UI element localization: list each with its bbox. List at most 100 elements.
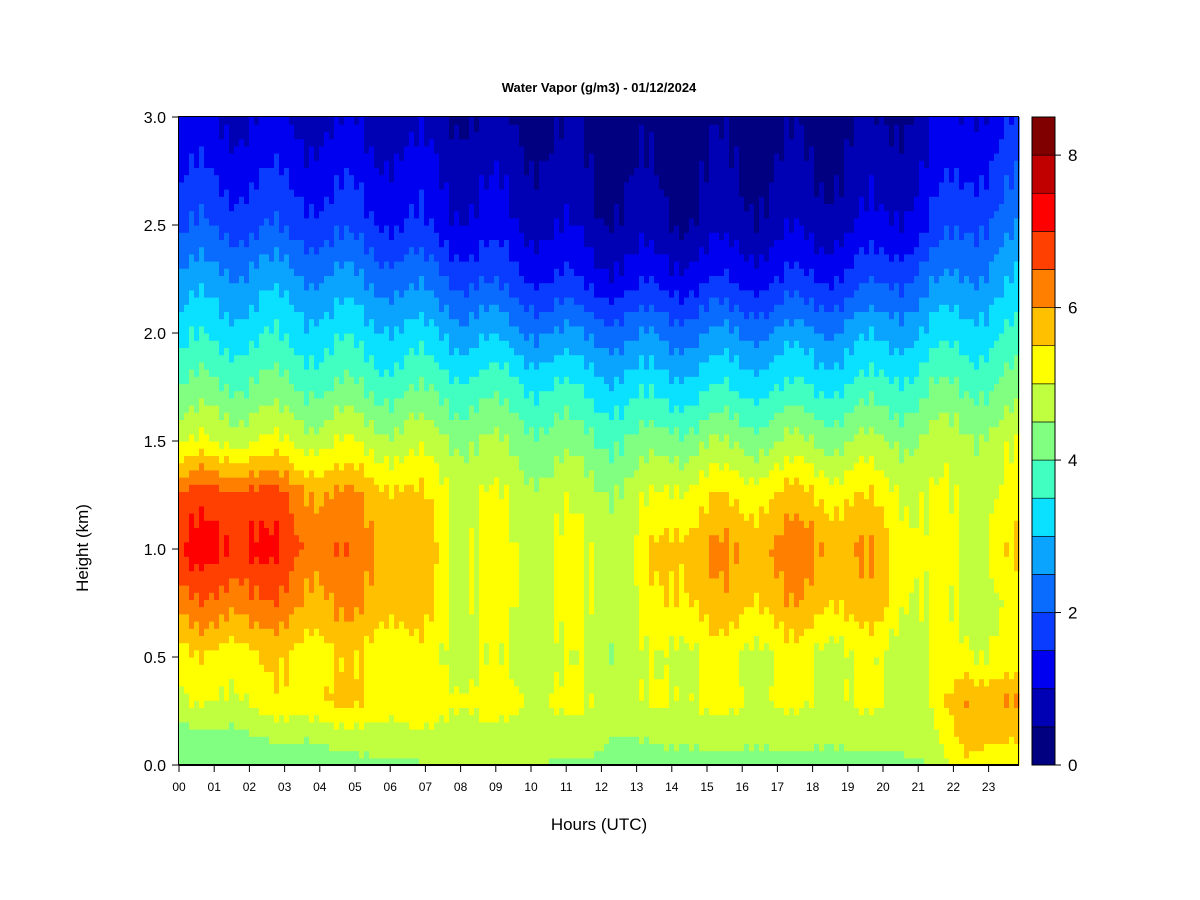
heatmap-cell xyxy=(304,261,310,269)
heatmap-cell xyxy=(409,729,415,737)
heatmap-cell xyxy=(199,217,205,226)
heatmap-cell xyxy=(214,318,220,327)
heatmap-cell xyxy=(319,527,325,536)
heatmap-cell xyxy=(444,541,450,550)
heatmap-cell xyxy=(259,304,265,312)
heatmap-cell xyxy=(449,714,455,723)
heatmap-cell xyxy=(239,117,245,125)
heatmap-cell xyxy=(384,750,390,759)
heatmap-cell xyxy=(274,721,280,730)
heatmap-cell xyxy=(284,448,290,456)
heatmap-cell xyxy=(339,549,345,557)
heatmap-cell xyxy=(204,448,210,456)
heatmap-cell xyxy=(294,246,300,255)
heatmap-cell xyxy=(194,527,200,536)
heatmap-cell xyxy=(444,239,450,248)
heatmap-cell xyxy=(244,592,250,600)
heatmap-cell xyxy=(344,124,350,132)
heatmap-cell xyxy=(314,311,320,320)
heatmap-cell xyxy=(404,628,410,636)
heatmap-cell xyxy=(244,484,250,492)
heatmap-cell xyxy=(354,585,360,593)
heatmap-cell xyxy=(429,750,435,759)
heatmap-cell xyxy=(254,664,260,672)
heatmap-cell xyxy=(304,671,310,680)
heatmap-cell xyxy=(409,599,415,608)
heatmap-cell xyxy=(234,426,240,435)
heatmap-cell xyxy=(409,145,415,154)
heatmap-cell xyxy=(319,520,325,528)
heatmap-cell xyxy=(219,606,225,615)
heatmap-cell xyxy=(214,232,220,240)
heatmap-cell xyxy=(349,657,355,665)
heatmap-cell xyxy=(254,318,260,327)
heatmap-cell xyxy=(214,657,220,665)
heatmap-cell xyxy=(414,693,420,701)
heatmap-cell xyxy=(394,693,400,701)
heatmap-cell xyxy=(304,217,310,226)
heatmap-cell xyxy=(219,318,225,327)
heatmap-cell xyxy=(339,462,345,471)
heatmap-cell xyxy=(359,354,365,363)
heatmap-cell xyxy=(274,664,280,672)
heatmap-cell xyxy=(424,505,430,514)
heatmap-cell xyxy=(449,441,455,449)
heatmap-cell xyxy=(349,635,355,644)
heatmap-cell xyxy=(424,570,430,579)
heatmap-cell xyxy=(284,585,290,593)
heatmap-cell xyxy=(314,621,320,629)
heatmap-cell xyxy=(239,160,245,168)
heatmap-cell xyxy=(269,282,275,291)
heatmap-cell xyxy=(239,469,245,478)
heatmap-cell xyxy=(389,729,395,737)
heatmap-cell xyxy=(204,333,210,341)
heatmap-cell xyxy=(364,225,370,233)
heatmap-cell xyxy=(434,678,440,687)
heatmap-cell xyxy=(429,239,435,248)
heatmap-cell xyxy=(359,131,365,140)
heatmap-cell xyxy=(379,671,385,680)
heatmap-cell xyxy=(304,577,310,586)
heatmap-cell xyxy=(234,671,240,680)
heatmap-cell xyxy=(324,361,330,370)
heatmap-cell xyxy=(259,261,265,269)
heatmap-cell xyxy=(259,743,265,752)
heatmap-cell xyxy=(249,678,255,687)
heatmap-cell xyxy=(269,736,275,744)
heatmap-cell xyxy=(244,462,250,471)
heatmap-cell xyxy=(219,534,225,543)
heatmap-cell xyxy=(239,448,245,456)
heatmap-cell xyxy=(324,757,330,766)
heatmap-cell xyxy=(219,570,225,579)
heatmap-cell xyxy=(249,361,255,370)
heatmap-cell xyxy=(449,448,455,456)
heatmap-cell xyxy=(179,246,185,255)
heatmap-cell xyxy=(214,729,220,737)
heatmap-cell xyxy=(449,405,455,413)
heatmap-cell xyxy=(379,707,385,716)
heatmap-cell xyxy=(234,585,240,593)
heatmap-cell xyxy=(269,340,275,348)
heatmap-cell xyxy=(299,534,305,543)
heatmap-cell xyxy=(204,613,210,622)
heatmap-cell xyxy=(304,700,310,708)
heatmap-cell xyxy=(274,549,280,557)
heatmap-cell xyxy=(444,124,450,132)
heatmap-cell xyxy=(364,390,370,399)
heatmap-cell xyxy=(199,664,205,672)
heatmap-cell xyxy=(269,261,275,269)
heatmap-cell xyxy=(189,333,195,341)
heatmap-cell xyxy=(329,549,335,557)
heatmap-cell xyxy=(294,570,300,579)
heatmap-cell xyxy=(219,340,225,348)
heatmap-cell xyxy=(184,196,190,204)
heatmap-cell xyxy=(209,347,215,356)
heatmap-cell xyxy=(364,318,370,327)
heatmap-cell xyxy=(249,138,255,147)
heatmap-cell xyxy=(204,693,210,701)
heatmap-cell xyxy=(419,268,425,276)
heatmap-cell xyxy=(184,131,190,140)
heatmap-cell xyxy=(444,491,450,500)
heatmap-cell xyxy=(314,361,320,370)
heatmap-cell xyxy=(419,448,425,456)
